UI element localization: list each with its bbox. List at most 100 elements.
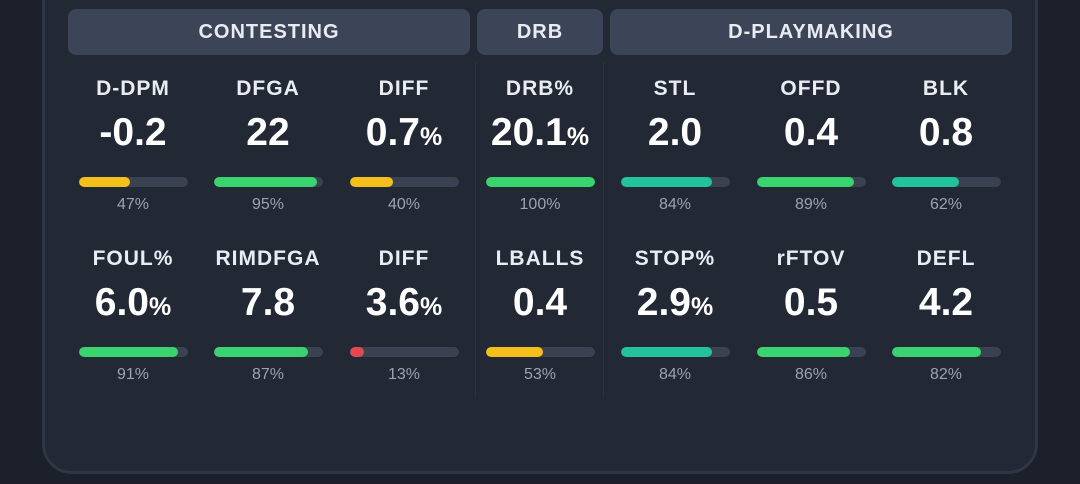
stat-offd: OFFD 0.4 89% <box>755 74 867 224</box>
stat-number: 2.9 <box>636 281 691 324</box>
stat-number: 4.2 <box>918 281 974 324</box>
stat-value: -0.2 <box>99 108 166 158</box>
stat-label: STOP% <box>634 247 716 270</box>
percentile-text: 87% <box>251 366 285 383</box>
stat-label: DIFF <box>378 247 430 270</box>
stat-stop-: STOP% 2.9% 84% <box>619 244 731 394</box>
percentile-fill <box>756 347 851 357</box>
percentile-bar <box>891 177 1001 187</box>
stat-number: 20.1 <box>490 111 567 154</box>
stat-number: 0.4 <box>783 111 839 154</box>
percentile-text: 84% <box>658 366 692 383</box>
percentile-fill <box>485 347 544 357</box>
percentile-text: 89% <box>794 196 828 213</box>
percentile-text: 40% <box>387 196 421 213</box>
stat-value: 0.4 <box>784 108 838 158</box>
percentile-text: 100% <box>519 196 561 213</box>
percentile-text: 91% <box>116 366 150 383</box>
percentile-bar <box>78 177 188 187</box>
stat-label: D-DPM <box>96 77 170 100</box>
stat-value: 2.0 <box>648 108 702 158</box>
stat-blk: BLK 0.8 62% <box>890 74 1002 224</box>
stat-label: RIMDFGA <box>215 247 321 270</box>
stat-number: 3.6 <box>365 281 420 324</box>
stat-label: DRB% <box>505 77 575 100</box>
percentile-bar <box>756 347 866 357</box>
percentile-fill <box>349 347 364 357</box>
stat-value: 0.4 <box>513 278 567 328</box>
percentile-bar <box>213 347 323 357</box>
percentile-text: 84% <box>658 196 692 213</box>
stat-label: STL <box>653 77 697 100</box>
percentile-text: 47% <box>116 196 150 213</box>
stat-label: DIFF <box>378 77 430 100</box>
stat-number: 0.7 <box>365 111 420 154</box>
stat-label: FOUL% <box>92 247 174 270</box>
stat-number: 6.0 <box>94 281 149 324</box>
stat-label: rFTOV <box>776 247 846 270</box>
percentile-text: 95% <box>251 196 285 213</box>
stat-diff: DIFF 3.6% 13% <box>348 244 460 394</box>
stat-defl: DEFL 4.2 82% <box>890 244 1002 394</box>
percentile-fill <box>756 177 854 187</box>
percentile-bar <box>349 347 459 357</box>
stat-value: 4.2 <box>919 278 973 328</box>
stat-foul-: FOUL% 6.0% 91% <box>77 244 189 394</box>
percentile-fill <box>213 177 318 187</box>
percentile-bar <box>213 177 323 187</box>
stat-label: BLK <box>922 77 970 100</box>
stat-value: 0.7% <box>366 108 442 158</box>
percentile-bar <box>485 347 595 357</box>
percentile-fill <box>620 347 713 357</box>
header-drb: DRB <box>477 9 603 55</box>
percentile-text: 62% <box>929 196 963 213</box>
stat-value: 0.8 <box>919 108 973 158</box>
stat-lballs: LBALLS 0.4 53% <box>484 244 596 394</box>
stat-d-dpm: D-DPM -0.2 47% <box>77 74 189 224</box>
stat-unit: % <box>419 123 443 151</box>
stat-drb-: DRB% 20.1% 100% <box>484 74 596 224</box>
stat-number: -0.2 <box>99 111 167 154</box>
stat-dfga: DFGA 22 95% <box>212 74 324 224</box>
stat-value: 6.0% <box>95 278 171 328</box>
stat-rftov: rFTOV 0.5 86% <box>755 244 867 394</box>
percentile-text: 86% <box>794 366 828 383</box>
percentile-bar <box>485 177 595 187</box>
stat-number: 0.8 <box>918 111 974 154</box>
defense-stats-card <box>42 0 1038 474</box>
stat-unit: % <box>690 293 714 321</box>
percentile-fill <box>78 347 178 357</box>
stat-value: 3.6% <box>366 278 442 328</box>
percentile-bar <box>349 177 459 187</box>
stat-value: 22 <box>246 108 289 158</box>
percentile-fill <box>349 177 394 187</box>
stat-value: 7.8 <box>241 278 295 328</box>
stat-value: 0.5 <box>784 278 838 328</box>
stat-stl: STL 2.0 84% <box>619 74 731 224</box>
percentile-fill <box>891 347 981 357</box>
percentile-text: 53% <box>523 366 557 383</box>
percentile-bar <box>891 347 1001 357</box>
percentile-bar <box>78 347 188 357</box>
stat-number: 0.5 <box>783 281 839 324</box>
header-contesting: CONTESTING <box>68 9 470 55</box>
stat-unit: % <box>419 293 443 321</box>
stat-label: OFFD <box>780 77 842 100</box>
stat-diff: DIFF 0.7% 40% <box>348 74 460 224</box>
stat-number: 22 <box>246 111 290 154</box>
stat-unit: % <box>566 123 590 151</box>
percentile-fill <box>891 177 960 187</box>
stat-value: 20.1% <box>491 108 589 158</box>
section-divider <box>603 62 604 397</box>
percentile-bar <box>620 347 730 357</box>
percentile-fill <box>620 177 713 187</box>
percentile-text: 13% <box>387 366 421 383</box>
stat-number: 0.4 <box>512 281 568 324</box>
percentile-bar <box>756 177 866 187</box>
stat-value: 2.9% <box>637 278 713 328</box>
stat-rimdfga: RIMDFGA 7.8 87% <box>212 244 324 394</box>
stat-label: DFGA <box>236 77 300 100</box>
percentile-text: 82% <box>929 366 963 383</box>
stat-label: LBALLS <box>495 247 585 270</box>
header-playmaking: D-PLAYMAKING <box>610 9 1012 55</box>
